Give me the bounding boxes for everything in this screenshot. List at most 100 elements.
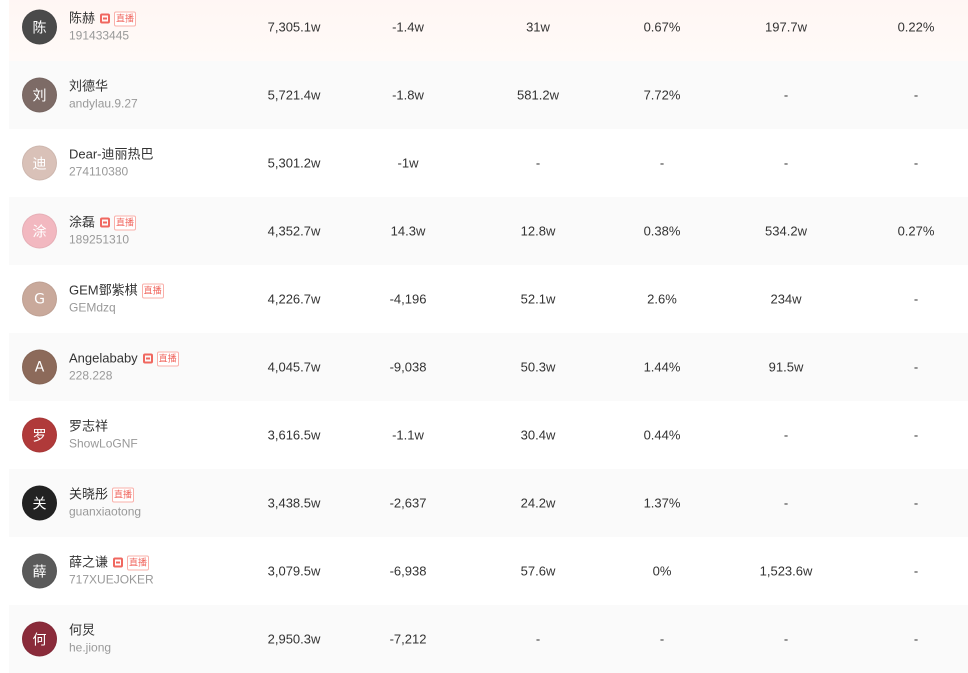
user-cell[interactable]: 何何炅 he.jiong	[22, 621, 111, 657]
user-name-line: Angelababy 直播	[69, 351, 179, 367]
user-name-line: 何炅	[69, 623, 111, 639]
user-id: ShowLoGNF	[69, 436, 138, 451]
cell-like-rate: 2.6%	[647, 291, 677, 307]
user-name[interactable]: 刘德华	[69, 78, 109, 94]
avatar[interactable]: 何	[22, 621, 57, 657]
cell-shares: 197.7w	[765, 19, 807, 35]
cell-followers: 5,301.2w	[267, 155, 321, 171]
cell-shares: -	[783, 427, 789, 443]
avatar[interactable]: A	[22, 349, 57, 385]
cell-likes: 57.6w	[520, 563, 556, 579]
avatar[interactable]: 关	[22, 485, 57, 521]
cell-likes: -	[535, 155, 541, 171]
cell-likes: -	[535, 631, 541, 647]
table-row[interactable]: 涂涂磊 直播 189251310 4,352.7w 14.3w 12.8w 0.38% 534…	[9, 197, 968, 265]
table-row[interactable]: 罗罗志祥 ShowLoGNF 3,616.5w -1.1w 30.4w 0.44% - -	[9, 401, 968, 469]
cell-follower-change: -4,196	[389, 291, 427, 307]
user-cell[interactable]: G GEM鄧紫棋 直播 GEMdzq	[22, 281, 164, 317]
avatar[interactable]: 涂	[22, 213, 57, 249]
table-row[interactable]: 刘刘德华 andylau.9.27 5,721.4w -1.8w 581.2w 7.72%…	[9, 61, 968, 129]
cell-follower-change: -2,637	[389, 495, 427, 511]
user-info: 何炅 he.jiong	[69, 623, 111, 656]
user-name[interactable]: GEM鄧紫棋	[69, 282, 138, 298]
cell-like-rate: 7.72%	[643, 87, 681, 103]
cell-likes: 30.4w	[520, 427, 556, 443]
cell-followers: 3,616.5w	[267, 427, 321, 443]
user-cell[interactable]: 迪 Dear-迪丽热巴 274110380	[22, 145, 154, 181]
user-name-line: GEM鄧紫棋 直播	[69, 283, 164, 299]
user-name[interactable]: Angelababy	[69, 350, 138, 366]
avatar[interactable]: 刘	[22, 77, 57, 113]
user-cell[interactable]: 罗罗志祥 ShowLoGNF	[22, 417, 138, 453]
user-cell[interactable]: 刘刘德华 andylau.9.27	[22, 77, 138, 113]
avatar[interactable]: 陈	[22, 9, 57, 45]
user-name[interactable]: 关晓彤	[69, 486, 109, 502]
cell-share-rate: -	[913, 155, 919, 171]
cell-like-rate: 0.44%	[643, 427, 681, 443]
cell-follower-change: -9,038	[389, 359, 427, 375]
user-name[interactable]: 何炅	[69, 622, 96, 638]
user-info: 薛之谦 直播 717XUEJOKER	[69, 555, 154, 588]
avatar[interactable]: 罗	[22, 417, 57, 453]
cell-likes: 581.2w	[517, 87, 559, 103]
avatar[interactable]: G	[22, 281, 57, 317]
user-id: 189251310	[69, 232, 130, 247]
table-row[interactable]: 陈陈赫 直播 191433445 7,305.1w -1.4w 31w 0.67% 197.7…	[9, 0, 968, 61]
user-cell[interactable]: A Angelababy 直播 228.228	[22, 349, 179, 385]
user-info: 关晓彤 直播 guanxiaotong	[69, 487, 141, 520]
user-info: Dear-迪丽热巴 274110380	[69, 147, 154, 180]
user-name[interactable]: 罗志祥	[69, 418, 109, 434]
user-name-line: 薛之谦 直播	[69, 555, 154, 571]
user-cell[interactable]: 涂涂磊 直播 189251310	[22, 213, 137, 249]
user-id: he.jiong	[69, 640, 112, 655]
cell-likes: 52.1w	[520, 291, 556, 307]
user-name[interactable]: Dear-迪丽热巴	[69, 146, 154, 162]
cell-followers: 3,079.5w	[267, 563, 321, 579]
user-name[interactable]: 薛之谦	[69, 554, 109, 570]
table-row[interactable]: 何何炅 he.jiong 2,950.3w -7,212 - - - -	[9, 605, 968, 673]
user-info: 刘德华 andylau.9.27	[69, 79, 138, 112]
cell-like-rate: 1.44%	[643, 359, 681, 375]
table-row[interactable]: 关关晓彤 直播 guanxiaotong 3,438.5w -2,637 24.2w 1.3…	[9, 469, 968, 537]
user-name[interactable]: 涂磊	[69, 214, 96, 230]
avatar[interactable]: 薛	[22, 553, 57, 589]
cell-like-rate: 1.37%	[643, 495, 681, 511]
cell-likes: 31w	[526, 19, 550, 35]
user-cell[interactable]: 关关晓彤 直播 guanxiaotong	[22, 485, 141, 521]
cell-follower-change: -1w	[397, 155, 419, 171]
live-badge-icon: 直播	[141, 283, 164, 298]
avatar[interactable]: 迪	[22, 145, 57, 181]
cell-follower-change: -1.8w	[392, 87, 424, 103]
cell-followers: 4,226.7w	[267, 291, 321, 307]
table-row[interactable]: 薛薛之谦 直播 717XUEJOKER 3,079.5w -6,938 57.6w 0% 1,…	[9, 537, 968, 605]
user-name[interactable]: 陈赫	[69, 10, 96, 26]
user-info: GEM鄧紫棋 直播 GEMdzq	[69, 283, 164, 316]
cell-follower-change: -7,212	[389, 631, 427, 647]
user-id: 717XUEJOKER	[69, 572, 154, 587]
cell-share-rate: -	[913, 359, 919, 375]
user-name-line: 涂磊 直播	[69, 214, 137, 231]
cell-share-rate: -	[913, 631, 919, 647]
user-name-line: 刘德华	[69, 79, 138, 95]
user-info: 罗志祥 ShowLoGNF	[69, 419, 138, 452]
cell-followers: 2,950.3w	[267, 631, 321, 647]
user-id: andylau.9.27	[69, 96, 138, 111]
user-cell[interactable]: 薛薛之谦 直播 717XUEJOKER	[22, 553, 154, 589]
cell-shares: -	[783, 155, 789, 171]
cell-share-rate: 0.27%	[897, 223, 935, 239]
user-id: 228.228	[69, 368, 113, 383]
table-row[interactable]: 迪 Dear-迪丽热巴 274110380 5,301.2w -1w - - - -	[9, 129, 968, 197]
user-cell[interactable]: 陈陈赫 直播 191433445	[22, 9, 137, 45]
cell-shares: 91.5w	[768, 359, 804, 375]
user-id: 191433445	[69, 28, 130, 43]
user-info: Angelababy 直播 228.228	[69, 351, 179, 384]
cell-follower-change: 14.3w	[390, 223, 426, 239]
verified-doc-icon	[100, 13, 111, 24]
cell-shares: -	[783, 495, 789, 511]
cell-followers: 7,305.1w	[267, 19, 321, 35]
table-row[interactable]: G GEM鄧紫棋 直播 GEMdzq 4,226.7w -4,196 52.1w 2.6% 23…	[9, 265, 968, 333]
cell-shares: 234w	[770, 291, 802, 307]
user-name-line: 罗志祥	[69, 419, 138, 435]
cell-likes: 24.2w	[520, 495, 556, 511]
table-row[interactable]: A Angelababy 直播 228.228 4,045.7w -9,038 50.3w 1…	[9, 333, 968, 401]
